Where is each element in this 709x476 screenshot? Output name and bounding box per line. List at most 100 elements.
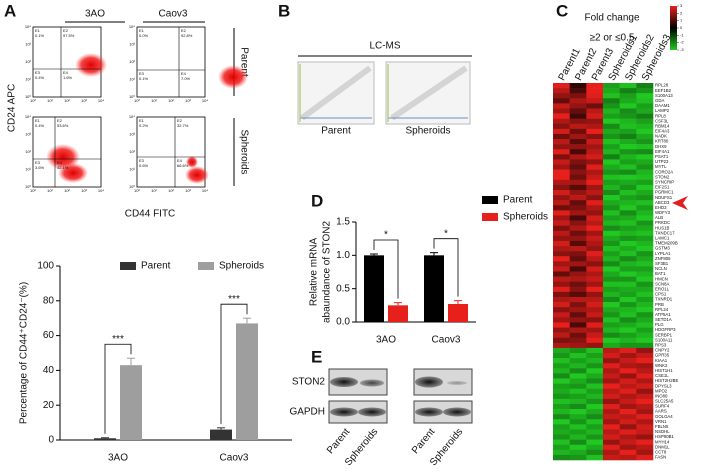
heatmap-cell <box>553 164 570 170</box>
heatmap-cell <box>619 159 637 165</box>
significance-label: *** <box>112 334 124 345</box>
row-label: CSF3L <box>655 118 669 123</box>
heatmap-cell <box>636 307 654 313</box>
heatmap-cell <box>636 449 654 456</box>
heatmap-cell <box>569 215 587 221</box>
heatmap-cell <box>569 403 587 410</box>
flow-cloud <box>75 53 107 77</box>
heatmap-cell <box>586 337 604 344</box>
x-tick-label: 3AO <box>376 335 396 346</box>
heatmap-cell <box>586 184 604 191</box>
heatmap-cell <box>569 414 587 420</box>
heatmap-cell <box>619 286 637 293</box>
quadrant-name: E3 <box>139 158 145 163</box>
row-label: MYH14 <box>655 439 670 444</box>
heatmap-cell <box>603 189 620 196</box>
heatmap-cell <box>636 414 654 420</box>
heatmap-cell <box>586 123 604 130</box>
y-tick-label: 1.0 <box>336 250 350 261</box>
heatmap-cell <box>636 409 654 415</box>
heatmap-cell <box>603 281 620 288</box>
row-label: CCT8 <box>655 449 667 454</box>
heatmap-cell <box>619 378 637 384</box>
flow-axis-tick: 10² <box>64 98 70 103</box>
row-label: NDUFS1 <box>655 195 673 200</box>
error-bar <box>430 252 438 256</box>
row-label: AARS <box>655 409 667 414</box>
blot-lane: Parent <box>325 426 353 456</box>
bar <box>424 255 444 322</box>
heatmap-cell <box>553 88 570 94</box>
quadrant-percent: 0.4% <box>35 75 45 80</box>
y-tick-label: 1.5 <box>336 217 350 228</box>
heatmap-cell <box>569 424 587 430</box>
panel-label: C <box>556 1 568 20</box>
row-label: CPS1 <box>655 292 667 297</box>
heatmap-cell <box>569 118 587 125</box>
heatmap-cell <box>569 83 587 89</box>
heatmap-cell <box>636 378 654 384</box>
heatmap-cell <box>619 184 637 191</box>
row-label: SETD1A <box>655 317 672 322</box>
heatmap-cell <box>569 266 587 272</box>
heatmap-cell <box>553 261 570 267</box>
heatmap-cell <box>569 353 587 359</box>
heatmap-cell <box>586 409 604 415</box>
heatmap-cell <box>569 439 587 446</box>
heatmap-cell <box>619 240 637 247</box>
heatmap-cell <box>569 363 587 369</box>
colorbar-tick-label: -1 <box>680 32 684 37</box>
heatmap-cell <box>636 205 654 211</box>
heatmap-cell <box>636 439 654 446</box>
quadrant-name: E2 <box>57 118 63 123</box>
heatmap-cell <box>553 424 570 430</box>
heatmap-cell <box>586 235 604 242</box>
heatmap-cell <box>636 215 654 221</box>
heatmap-cell <box>553 108 570 114</box>
heatmap-cell <box>586 164 604 170</box>
heatmap-cell <box>553 307 570 313</box>
heatmap-cell <box>586 261 604 267</box>
heatmap-cell <box>569 444 587 451</box>
heatmap-cell <box>603 271 620 277</box>
heatmap-cell <box>569 261 587 267</box>
heatmap-cell <box>586 103 604 109</box>
row-label: LYPLA1 <box>655 251 671 256</box>
heatmap-cell <box>569 281 587 288</box>
bar <box>210 429 232 440</box>
row-label: ERO1L <box>655 286 670 291</box>
heatmap-cell <box>569 296 587 303</box>
quadrant-name: E4 <box>63 70 69 75</box>
heatmap-cell <box>569 322 587 328</box>
row-label: RBM14 <box>655 123 670 128</box>
heatmap-cell <box>603 332 620 339</box>
heatmap-cell <box>603 347 620 354</box>
heatmap-cell <box>553 184 570 191</box>
heatmap-cell <box>619 307 637 313</box>
heatmap-cell <box>603 327 620 333</box>
quadrant-percent: 0.1% <box>139 76 149 81</box>
heatmap-cell <box>636 419 654 425</box>
significance-bracket <box>433 238 459 297</box>
heatmap-cell <box>636 363 654 369</box>
heatmap-cell <box>603 93 620 99</box>
heatmap-cell <box>553 220 570 226</box>
heatmap-cell <box>586 378 604 384</box>
heatmap-cell <box>619 444 637 451</box>
flow-axis-tick: 10¹ <box>47 98 53 103</box>
row-label: GSTM3 <box>655 246 670 251</box>
heatmap-cell <box>586 251 604 257</box>
row-label: HMCN <box>655 276 668 281</box>
heatmap-cell <box>619 449 637 456</box>
flow-column-label: 3AO <box>85 9 105 20</box>
heatmap-cell <box>586 403 604 410</box>
heatmap-cell <box>603 103 620 109</box>
heatmap-cell <box>619 133 637 140</box>
flow-axis-tick: 10¹ <box>25 77 31 82</box>
heatmap-cell <box>636 184 654 191</box>
heatmap-cell <box>586 118 604 125</box>
heatmap-cell <box>603 454 620 461</box>
heatmap-cell <box>636 251 654 257</box>
row-label: CSE1L <box>655 373 669 378</box>
quadrant-name: E4 <box>181 71 187 76</box>
